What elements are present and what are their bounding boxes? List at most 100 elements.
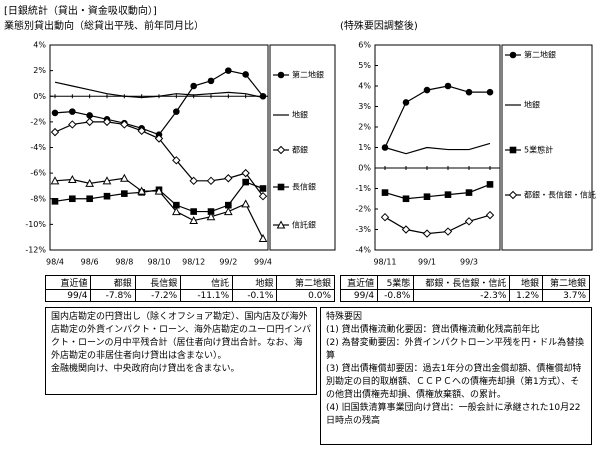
y-tick-label: -10% — [25, 220, 46, 229]
data-point — [258, 233, 268, 242]
data-point — [206, 176, 216, 186]
y-tick-label: -8% — [30, 194, 46, 203]
data-point — [486, 181, 494, 188]
data-point — [380, 212, 390, 222]
table-cell: 99/4 — [44, 289, 92, 302]
legend-marker — [509, 146, 517, 154]
table: 直近値 都銀 長信銀 信託 地銀 第二地銀 99/4 -7.8% -7.2% -11.1% -0.1… — [44, 275, 335, 302]
table-cell: -0.1% — [232, 289, 278, 302]
series-line — [54, 69, 264, 136]
data-point — [423, 86, 431, 94]
data-point — [401, 225, 411, 234]
data-point — [50, 127, 60, 137]
data-point — [67, 174, 77, 184]
data-point — [171, 207, 181, 216]
data-point — [224, 174, 233, 183]
table-cell: 長信銀 — [134, 275, 182, 290]
table-cell: 直近値 — [44, 275, 92, 290]
y-tick-label: 3% — [358, 102, 371, 111]
y-tick-label: 0% — [33, 92, 46, 101]
table-cell: 直近値 — [339, 275, 379, 290]
legend-label: 5業態計 — [524, 145, 553, 155]
x-tick-label: 98/11 — [373, 258, 396, 267]
data-point — [190, 208, 197, 215]
data-point — [444, 82, 452, 90]
data-point — [51, 109, 59, 117]
table-cell: 都銀・長信銀・信託 — [413, 275, 511, 290]
data-point — [241, 168, 250, 178]
x-tick-label: 98/12 — [182, 258, 205, 267]
data-point — [190, 82, 197, 90]
data-point — [206, 212, 216, 221]
y-tick-label: 0% — [358, 164, 371, 173]
y-tick-label: -12% — [25, 246, 46, 255]
data-point — [381, 189, 389, 196]
x-tick-label: 99/3 — [460, 258, 478, 267]
data-point — [241, 199, 251, 208]
x-tick-label: 98/4 — [46, 258, 64, 267]
data-point — [422, 229, 432, 238]
legend-label: 長信銀 — [292, 182, 316, 192]
table: 直近値 5業態 都銀・長信銀・信託 地銀 第二地銀 99/4 -0.8% -2.3% 1.2% 3… — [339, 275, 590, 302]
table-cell: 都銀 — [90, 275, 136, 290]
y-tick-label: -2% — [30, 117, 46, 126]
data-point — [121, 190, 128, 197]
data-point — [119, 173, 129, 182]
data-point — [485, 210, 495, 220]
legend-marker — [509, 51, 517, 59]
data-point — [242, 178, 249, 186]
note-line: (2) 為替変動要因：外貨インパクトローン平残を円・ドル為替換算 — [326, 338, 585, 361]
table-cell: 信託 — [180, 275, 234, 290]
table-cell: 地銀 — [509, 275, 543, 290]
data-point — [402, 195, 410, 203]
note-line: (1) 貸出債権流動化要因：貸出債権流動化残高前年比 — [326, 325, 540, 335]
table-cell: -0.8% — [377, 289, 415, 302]
data-point — [68, 120, 77, 129]
y-tick-label: 4% — [358, 82, 371, 91]
data-point — [137, 126, 146, 136]
y-tick-label: -2% — [355, 205, 371, 214]
data-point — [259, 185, 267, 192]
data-point — [137, 186, 147, 195]
note-line: 国内店勘定の円貸出し（除くオフショア勘定）、国内店及び海外店勘定の外貨インパクト… — [51, 312, 312, 361]
data-point — [69, 195, 76, 203]
y-tick-label: -4% — [30, 143, 46, 152]
legend-marker — [277, 183, 285, 191]
plot-frame — [49, 44, 269, 251]
y-tick-label: 1% — [358, 143, 371, 152]
data-point — [86, 112, 93, 119]
table-cell: 第二地銀 — [542, 275, 590, 290]
data-point — [443, 227, 453, 236]
legend-label: 第二地銀 — [292, 70, 324, 80]
data-point — [103, 192, 111, 200]
table-row: 99/4 -0.8% -2.3% 1.2% 3.7% — [339, 289, 590, 302]
table-row: 99/4 -7.8% -7.2% -11.1% -0.1% 0.0% — [44, 289, 335, 302]
table-cell: 第二地銀 — [276, 275, 335, 290]
x-tick-label: 98/6 — [81, 258, 99, 267]
y-tick-label: -3% — [355, 225, 371, 234]
note-box: 国内店勘定の円貸出し（除くオフショア勘定）、国内店及び海外店勘定の外貨インパクト… — [45, 307, 317, 395]
table-cell: 5業態 — [377, 275, 415, 290]
data-point — [242, 71, 249, 78]
data-point — [258, 191, 268, 201]
table-row: 直近値 5業態 都銀・長信銀・信託 地銀 第二地銀 — [339, 275, 590, 290]
data-point — [464, 217, 474, 226]
note-line: (3) 貸出債権償却要因：過去1年分の貸出金償却額、債権償却特別勘定の目的取崩額… — [326, 364, 582, 400]
data-point — [51, 198, 59, 205]
table-cell: 99/4 — [339, 289, 379, 302]
legend-frame — [501, 44, 593, 251]
x-tick-label: 98/10 — [147, 258, 170, 267]
note-line: (4) 旧国鉄清算事業団向け貸出：一般会計に承継された10月22日時点の残高 — [326, 403, 581, 426]
y-tick-label: 5% — [358, 61, 371, 70]
series-line — [54, 81, 264, 99]
series-line — [384, 183, 491, 200]
data-point — [50, 176, 60, 185]
y-tick-label: 2% — [33, 66, 46, 75]
table-cell: -11.1% — [180, 289, 234, 302]
table-cell: -7.8% — [90, 289, 136, 302]
data-point — [402, 99, 410, 106]
data-point — [102, 176, 112, 185]
data-point — [85, 178, 95, 187]
legend-marker — [508, 190, 518, 200]
note-box: 特殊要因 (1) 貸出債権流動化要因：貸出債権流動化残高前年比 (2) 為替変動要因… — [320, 307, 592, 445]
